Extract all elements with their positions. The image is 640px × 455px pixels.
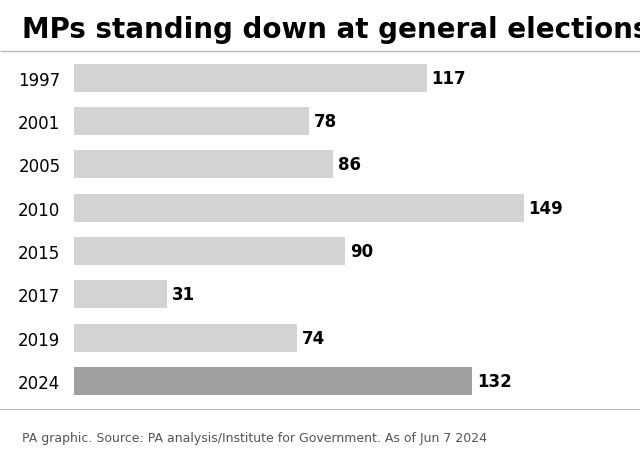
- Bar: [74, 281, 167, 308]
- Text: 132: 132: [477, 372, 511, 390]
- Text: MPs standing down at general elections: MPs standing down at general elections: [22, 16, 640, 44]
- Text: 117: 117: [431, 70, 466, 87]
- Text: 86: 86: [338, 156, 361, 174]
- Bar: [74, 108, 309, 136]
- Bar: [74, 194, 524, 222]
- Text: 74: 74: [301, 329, 325, 347]
- Text: PA graphic. Source: PA analysis/Institute for Government. As of Jun 7 2024: PA graphic. Source: PA analysis/Institut…: [22, 430, 488, 444]
- Bar: [74, 151, 333, 179]
- Bar: [74, 65, 427, 92]
- Bar: [74, 238, 346, 265]
- Bar: [74, 367, 472, 395]
- Bar: [74, 324, 297, 352]
- Text: 31: 31: [172, 286, 195, 303]
- Text: 149: 149: [528, 199, 563, 217]
- Text: 78: 78: [314, 113, 337, 131]
- Text: 90: 90: [350, 243, 373, 260]
